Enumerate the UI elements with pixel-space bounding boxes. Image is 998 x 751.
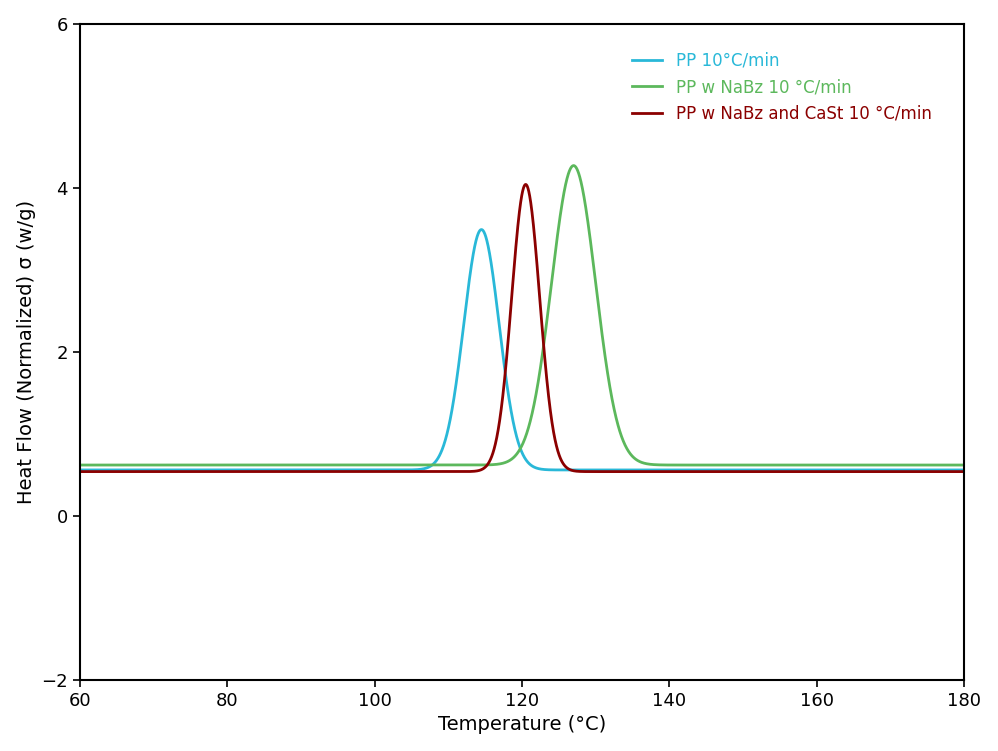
PP 10°C/min (734, 466, 746, 475)
Y-axis label: Heat Flow (Normalized) σ (w/g): Heat Flow (Normalized) σ (w/g) (17, 200, 36, 504)
PP w NaBz 10 °C/min (568, 161, 580, 170)
PP 10°C/min (958, 466, 970, 475)
PP 10°C/min (475, 225, 487, 234)
PP w NaBz 10 °C/min (649, 460, 661, 469)
PP w NaBz 10 °C/min (605, 385, 617, 394)
PP w NaBz and CaSt 10 °C/min (734, 467, 746, 476)
PP w NaBz and CaSt 10 °C/min (649, 467, 661, 476)
PP w NaBz 10 °C/min (734, 460, 746, 469)
PP w NaBz 10 °C/min (801, 460, 813, 469)
PP 10°C/min (649, 466, 661, 475)
PP w NaBz 10 °C/min (412, 460, 424, 469)
PP w NaBz and CaSt 10 °C/min (958, 467, 970, 476)
PP w NaBz and CaSt 10 °C/min (801, 467, 813, 476)
PP 10°C/min (235, 466, 247, 475)
PP w NaBz and CaSt 10 °C/min (412, 467, 424, 476)
PP w NaBz and CaSt 10 °C/min (520, 180, 532, 189)
Line: PP w NaBz and CaSt 10 °C/min: PP w NaBz and CaSt 10 °C/min (80, 185, 964, 472)
PP w NaBz and CaSt 10 °C/min (235, 467, 247, 476)
PP 10°C/min (74, 466, 86, 475)
PP w NaBz 10 °C/min (958, 460, 970, 469)
PP w NaBz 10 °C/min (74, 460, 86, 469)
PP 10°C/min (605, 466, 617, 475)
PP w NaBz and CaSt 10 °C/min (605, 467, 617, 476)
X-axis label: Temperature (°C): Temperature (°C) (438, 716, 606, 734)
PP w NaBz 10 °C/min (235, 460, 247, 469)
PP 10°C/min (801, 466, 813, 475)
Line: PP w NaBz 10 °C/min: PP w NaBz 10 °C/min (80, 165, 964, 465)
PP w NaBz and CaSt 10 °C/min (74, 467, 86, 476)
Line: PP 10°C/min: PP 10°C/min (80, 230, 964, 470)
PP 10°C/min (412, 465, 424, 474)
Legend: PP 10°C/min, PP w NaBz 10 °C/min, PP w NaBz and CaSt 10 °C/min: PP 10°C/min, PP w NaBz 10 °C/min, PP w N… (626, 45, 938, 129)
